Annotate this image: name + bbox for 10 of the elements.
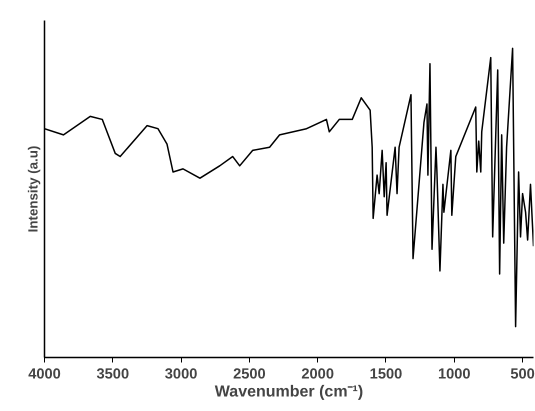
- y-axis-title: Intensity (a.u): [26, 146, 40, 232]
- x-tick-label: 4000: [28, 366, 61, 382]
- x-tick-label: 2000: [301, 366, 334, 382]
- x-tick-label: 3000: [164, 366, 198, 382]
- x-tick-label: 500: [510, 366, 535, 382]
- x-tick-label: 2500: [233, 366, 266, 382]
- x-tick-label: 1500: [370, 366, 402, 382]
- x-tick-label: 1000: [438, 366, 471, 382]
- x-tick-label: 3500: [96, 366, 130, 382]
- x-axis-title: Wavenumber (cm⁻¹): [214, 384, 364, 400]
